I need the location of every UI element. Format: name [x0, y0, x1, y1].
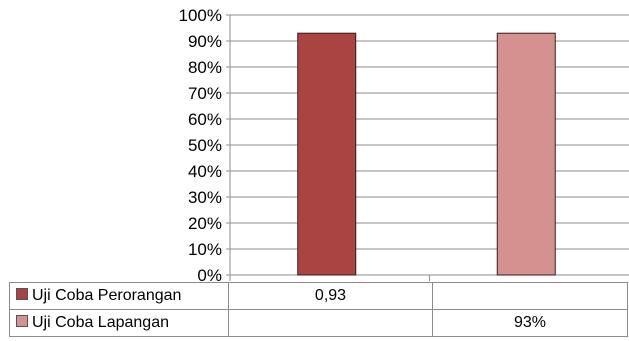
table-row: Uji Coba Lapangan 93% [9, 309, 628, 337]
y-tick-label: 10% [188, 240, 222, 259]
y-tick-label: 30% [188, 188, 222, 207]
legend-label-lapangan: Uji Coba Lapangan [32, 314, 169, 331]
y-tick-label: 0% [197, 266, 222, 282]
table-cell-value: 93% [432, 309, 628, 337]
y-tick-label: 50% [188, 136, 222, 155]
table-row: Uji Coba Perorangan 0,93 [9, 282, 628, 310]
data-table: Uji Coba Perorangan 0,93 Uji Coba Lapang… [9, 282, 628, 337]
legend-swatch-lapangan [16, 315, 28, 327]
legend-cell-perorangan: Uji Coba Perorangan [9, 282, 229, 310]
bar-lapangan [496, 32, 556, 276]
y-tick-label: 80% [188, 58, 222, 77]
y-tick-label: 90% [188, 32, 222, 51]
legend-label-perorangan: Uji Coba Perorangan [32, 287, 182, 304]
y-tick-label: 20% [188, 214, 222, 233]
legend-swatch-perorangan [16, 288, 28, 300]
y-tick-label: 100% [179, 6, 222, 25]
legend-cell-lapangan: Uji Coba Lapangan [9, 309, 229, 337]
bar-perorangan [297, 32, 357, 276]
table-cell-value [228, 309, 433, 337]
y-tick-label: 70% [188, 84, 222, 103]
y-tick-label: 60% [188, 110, 222, 129]
y-tick-label: 40% [188, 162, 222, 181]
table-cell-value [432, 282, 628, 310]
table-cell-value: 0,93 [228, 282, 433, 310]
bar-chart: 0% 10% 20% 30% 40% 50% 60% 70% 80% 90% 100% [179, 6, 629, 282]
